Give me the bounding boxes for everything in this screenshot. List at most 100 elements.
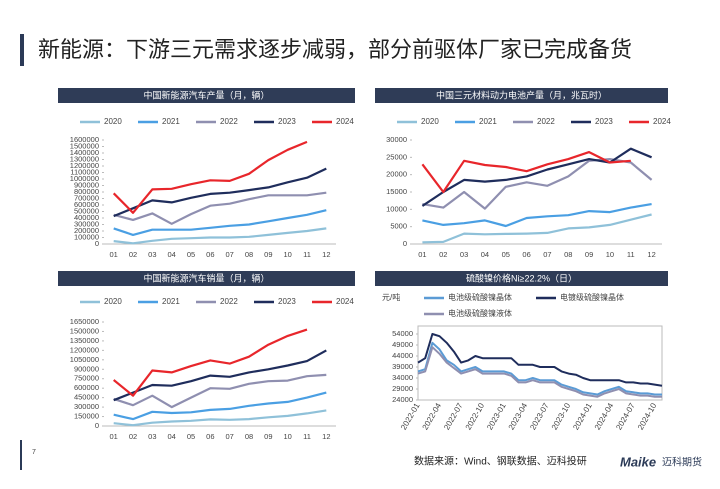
x-tick-label: 2024-10	[636, 401, 659, 431]
x-tick-label: 05	[187, 250, 195, 259]
x-tick-label: 2022-01	[399, 401, 422, 431]
chart-header	[58, 88, 355, 103]
x-tick-label: 08	[245, 432, 253, 441]
y-tick-label: 1200000	[70, 161, 99, 170]
y-tick-label: 300000	[74, 219, 99, 228]
legend-label: 2023	[595, 117, 613, 126]
x-tick-label: 12	[647, 250, 655, 259]
series-line	[417, 333, 663, 387]
y-tick-label: 24000	[392, 395, 413, 404]
source-note: 数据来源：Wind、钢联数据、迈科投研	[414, 455, 587, 468]
legend-label: 2022	[220, 297, 238, 306]
y-tick-label: 900000	[74, 180, 99, 189]
x-tick-label: 12	[322, 250, 330, 259]
x-tick-label: 05	[187, 432, 195, 441]
legend-label: 电池级硫酸镍液体	[448, 308, 512, 318]
x-tick-label: 01	[418, 250, 426, 259]
x-tick-label: 06	[522, 250, 530, 259]
y-tick-label: 450000	[74, 393, 99, 402]
series-line	[113, 373, 327, 409]
logo-name: 迈科期货	[662, 456, 702, 469]
x-tick-label: 2023-01	[485, 401, 508, 431]
y-tick-label: 1350000	[70, 336, 99, 345]
x-tick-label: 03	[148, 432, 156, 441]
y-tick-label: 44000	[392, 351, 413, 360]
x-tick-label: 06	[206, 432, 214, 441]
x-tick-label: 2023-04	[507, 401, 530, 431]
x-tick-label: 04	[481, 250, 489, 259]
x-tick-label: 04	[167, 432, 175, 441]
y-tick-label: 600000	[74, 383, 99, 392]
legend-label: 2024	[336, 117, 354, 126]
series-line	[113, 167, 327, 218]
series-line	[113, 349, 327, 402]
y-tick-label: 25000	[386, 152, 407, 161]
x-tick-label: 2022-10	[464, 401, 487, 431]
y-tick-label: 49000	[392, 340, 413, 349]
y-tick-label: 34000	[392, 373, 413, 382]
y-tick-label: 15000	[386, 187, 407, 196]
x-tick-label: 2024-04	[593, 401, 616, 431]
x-tick-label: 02	[129, 432, 137, 441]
y-tick-label: 600000	[74, 200, 99, 209]
chart-header	[58, 271, 355, 286]
x-tick-label: 09	[264, 432, 272, 441]
y-tick-label: 10000	[386, 204, 407, 213]
y-tick-label: 54000	[392, 329, 413, 338]
legend-label: 2020	[104, 297, 122, 306]
series-line	[421, 151, 631, 194]
y-tick-label: 100000	[74, 232, 99, 241]
x-tick-label: 2024-07	[614, 401, 637, 431]
x-tick-label: 2022-04	[421, 401, 444, 431]
y-tick-label: 30000	[386, 135, 407, 144]
x-tick-label: 2024-01	[571, 401, 594, 431]
y-tick-label: 1500000	[70, 141, 99, 150]
x-tick-label: 11	[303, 432, 311, 441]
y-tick-label: 1000000	[70, 174, 99, 183]
x-tick-label: 06	[206, 250, 214, 259]
y-tick-label: 750000	[74, 374, 99, 383]
chart-header	[375, 271, 668, 286]
chart-title: 中国新能源汽车产量（月，辆）	[143, 89, 269, 100]
x-tick-label: 05	[502, 250, 510, 259]
y-tick-label: 150000	[74, 412, 99, 421]
x-tick-label: 04	[167, 250, 175, 259]
series-line	[113, 209, 327, 236]
x-tick-label: 2022-07	[442, 401, 465, 431]
plot-frame	[417, 325, 663, 401]
x-tick-label: 08	[564, 250, 572, 259]
y-tick-label: 1100000	[70, 167, 99, 176]
y-tick-label: 500000	[74, 206, 99, 215]
series-line	[113, 191, 327, 225]
series-line	[113, 328, 308, 397]
y-tick-label: 1600000	[70, 135, 99, 144]
x-tick-label: 10	[606, 250, 614, 259]
series-line	[417, 341, 662, 396]
y-tick-label: 20000	[386, 170, 407, 179]
series-line	[113, 409, 327, 427]
legend-label: 2021	[479, 117, 497, 126]
x-tick-label: 11	[303, 250, 311, 259]
x-tick-label: 2023-07	[528, 401, 551, 431]
title-accent	[20, 34, 24, 66]
x-tick-label: 02	[439, 250, 447, 259]
y-tick-label: 29000	[392, 384, 413, 393]
x-tick-label: 02	[129, 250, 137, 259]
y-tick-label: 1500000	[70, 326, 99, 335]
legend-label: 电镀级硫酸镍晶体	[560, 292, 624, 302]
chart-header	[375, 88, 668, 103]
y-tick-label: 5000	[390, 222, 407, 231]
legend-label: 2024	[336, 297, 354, 306]
legend-label: 2023	[278, 297, 296, 306]
legend-label: 2024	[653, 117, 671, 126]
legend-label: 2023	[278, 117, 296, 126]
legend-label: 电池级硫酸镍晶体	[448, 292, 512, 302]
y-tick-label: 700000	[74, 193, 99, 202]
y-tick-label: 1400000	[70, 148, 99, 157]
slide-title: 新能源：下游三元需求逐步减弱，部分前驱体厂家已完成备货	[38, 37, 632, 62]
legend-label: 2021	[162, 117, 180, 126]
series-line	[113, 391, 327, 421]
legend-label: 2022	[220, 117, 238, 126]
series-line	[422, 203, 652, 228]
